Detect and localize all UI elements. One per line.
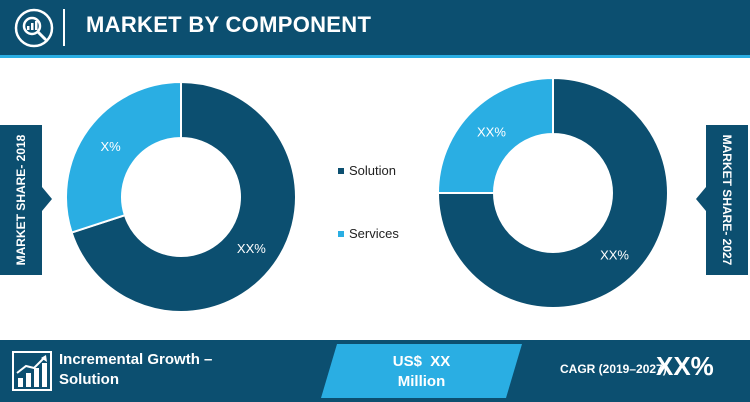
donut-slice-solution bbox=[70, 80, 297, 313]
header-accent-strip bbox=[0, 55, 750, 58]
market-value-line2: Million bbox=[397, 373, 446, 390]
legend-item-solution: Solution bbox=[338, 163, 448, 179]
footer-market-value-panel bbox=[321, 344, 522, 398]
market-share-2018-label: MARKET SHARE- 2018 bbox=[14, 134, 28, 266]
cagr-value: XX% bbox=[656, 351, 714, 381]
tab-pointer bbox=[696, 187, 706, 211]
page-title: MARKET BY COMPONENT bbox=[86, 12, 372, 37]
legend-label-solution: Solution bbox=[349, 163, 396, 178]
market-value-text: US$ XX Million bbox=[321, 352, 522, 392]
magnifier-chart-icon bbox=[14, 8, 54, 48]
legend-item-services: Services bbox=[338, 226, 448, 242]
bar-growth-icon bbox=[12, 351, 52, 391]
donut-chart-2018: XX% X% bbox=[65, 80, 297, 313]
tab-pointer bbox=[42, 187, 52, 211]
data-label-services: XX% bbox=[477, 124, 506, 139]
data-label-solution: XX% bbox=[237, 241, 266, 256]
market-share-2027-tab: MARKET SHARE- 2027 bbox=[696, 125, 748, 275]
incremental-growth-line1: Incremental Growth – bbox=[59, 351, 213, 368]
data-label-solution: XX% bbox=[600, 248, 629, 263]
donut-slice-services bbox=[65, 80, 182, 234]
header-divider bbox=[63, 9, 65, 46]
data-label-services: X% bbox=[100, 139, 121, 154]
market-share-2018-tab: MARKET SHARE- 2018 bbox=[0, 125, 52, 275]
donut-slice-solution bbox=[436, 76, 669, 309]
donut-chart-2027: XX% XX% bbox=[436, 76, 669, 309]
legend-label-services: Services bbox=[349, 226, 399, 241]
market-share-2027-label: MARKET SHARE- 2027 bbox=[720, 134, 734, 266]
incremental-growth-line2: Solution bbox=[59, 371, 119, 388]
incremental-growth-text: Incremental Growth – Solution bbox=[59, 350, 239, 390]
legend-swatch-solution bbox=[338, 168, 344, 174]
header-bar: MARKET BY COMPONENT bbox=[0, 0, 750, 55]
cagr-label: CAGR (2019–2027) bbox=[560, 362, 667, 376]
donut-slice-services bbox=[436, 76, 554, 194]
legend-swatch-services bbox=[338, 231, 344, 237]
market-value-line1: US$ XX bbox=[392, 353, 451, 370]
